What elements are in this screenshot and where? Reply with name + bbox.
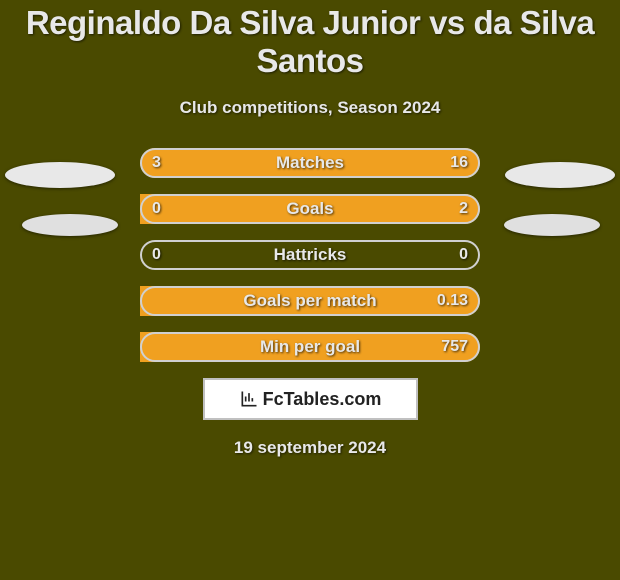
bar-border [140, 240, 480, 270]
stat-row-hattricks: 0 Hattricks 0 [140, 240, 480, 270]
logo-text: FcTables.com [263, 389, 382, 410]
bar-right-fill [140, 286, 480, 316]
stat-row-min-per-goal: Min per goal 757 [140, 332, 480, 362]
date-text: 19 september 2024 [0, 438, 620, 458]
comparison-card: Reginaldo Da Silva Junior vs da Silva Sa… [0, 0, 620, 458]
stat-label: Hattricks [140, 245, 480, 265]
comparison-area: 3 Matches 16 0 Goals 2 0 Hattricks 0 [0, 148, 620, 458]
player-right-avatar-1 [505, 162, 615, 188]
player-left-avatar-1 [5, 162, 115, 188]
bar-right-fill [194, 148, 480, 178]
stat-row-goals-per-match: Goals per match 0.13 [140, 286, 480, 316]
bar-right-fill [140, 332, 480, 362]
source-logo: FcTables.com [203, 378, 418, 420]
player-right-avatar-2 [504, 214, 600, 236]
chart-icon [239, 389, 259, 409]
page-title: Reginaldo Da Silva Junior vs da Silva Sa… [0, 4, 620, 80]
stat-right-value: 0 [459, 246, 468, 264]
bar-right-fill [140, 194, 480, 224]
stat-row-goals: 0 Goals 2 [140, 194, 480, 224]
bar-left-fill [140, 148, 194, 178]
stat-row-matches: 3 Matches 16 [140, 148, 480, 178]
stat-left-value: 0 [152, 246, 161, 264]
subtitle: Club competitions, Season 2024 [0, 98, 620, 118]
stat-bars: 3 Matches 16 0 Goals 2 0 Hattricks 0 [140, 148, 480, 362]
player-left-avatar-2 [22, 214, 118, 236]
